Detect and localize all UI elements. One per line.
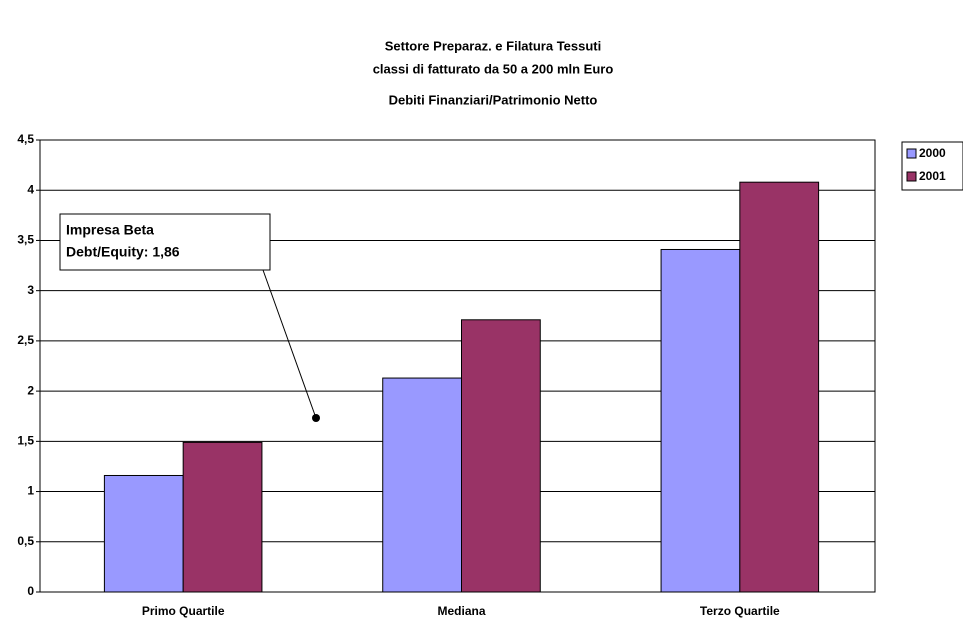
y-tick-label: 4 xyxy=(27,182,34,196)
y-tick-label: 3 xyxy=(27,283,34,297)
y-tick-label: 3,5 xyxy=(17,233,34,247)
bar xyxy=(660,248,741,593)
x-tick-label: Mediana xyxy=(437,604,485,618)
legend-label: 2001 xyxy=(919,169,946,183)
bar xyxy=(382,377,462,593)
y-tick-label: 2,5 xyxy=(17,333,34,347)
annotation-text: Impresa Beta xyxy=(66,222,154,238)
x-tick-label: Terzo Quartile xyxy=(700,604,780,618)
chart-subtitle: Debiti Finanziari/Patrimonio Netto xyxy=(389,92,598,107)
chart-title: Settore Preparaz. e Filatura Tessuti xyxy=(385,38,602,53)
y-tick-label: 0 xyxy=(27,584,34,598)
chart-subtitle: classi di fatturato da 50 a 200 mln Euro xyxy=(373,61,614,76)
y-tick-label: 1 xyxy=(27,484,34,498)
bar xyxy=(103,474,184,593)
bar xyxy=(461,319,541,593)
legend-label: 2000 xyxy=(919,146,946,160)
bar xyxy=(182,441,263,593)
annotation-box xyxy=(59,213,271,271)
y-tick-label: 4,5 xyxy=(17,132,34,146)
y-tick-label: 0,5 xyxy=(17,534,34,548)
legend-swatch xyxy=(906,171,917,182)
y-tick-label: 2 xyxy=(27,383,34,397)
annotation: Impresa Beta Debt/Equity: 1,86 xyxy=(59,213,320,422)
legend-swatch xyxy=(906,148,917,159)
annotation-dot xyxy=(312,414,320,422)
x-tick-label: Primo Quartile xyxy=(142,604,225,618)
y-tick-label: 1,5 xyxy=(17,434,34,448)
annotation-text: Debt/Equity: 1,86 xyxy=(66,244,180,260)
bar xyxy=(739,181,820,593)
annotation-arrow xyxy=(262,269,317,419)
